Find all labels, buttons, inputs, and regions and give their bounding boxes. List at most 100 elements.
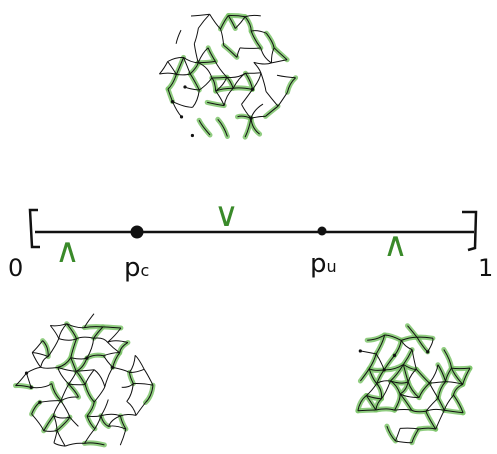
pu-label: pu (310, 249, 337, 279)
edge (121, 414, 137, 415)
edge (277, 75, 296, 77)
edge (127, 401, 136, 415)
edge (271, 48, 274, 63)
edge (95, 416, 101, 429)
vertex (171, 100, 174, 103)
edge (190, 74, 199, 90)
left-bracket (30, 210, 40, 247)
edge (44, 416, 54, 431)
edge (85, 370, 94, 385)
edge (32, 353, 41, 368)
vertex (85, 356, 88, 359)
edge (113, 367, 130, 372)
wedge-mark: ∧ (55, 231, 80, 271)
edge (94, 387, 105, 402)
edge (41, 367, 58, 368)
edge (70, 417, 79, 426)
edge (103, 356, 112, 368)
edge (54, 416, 58, 431)
edge (395, 410, 412, 411)
edge (120, 429, 126, 445)
edge (65, 443, 84, 446)
pc-label: pc (124, 253, 149, 283)
edge (376, 354, 384, 370)
edge (261, 73, 266, 92)
vertex (38, 401, 41, 404)
pu-point (318, 227, 327, 236)
edge (31, 384, 52, 388)
edge (57, 417, 70, 430)
edge (130, 355, 136, 372)
vertex (383, 368, 386, 371)
diagram: 0 1 pc pu ∧ ∨ ∧ (0, 0, 497, 454)
open-edge (438, 382, 446, 399)
edge (436, 410, 445, 429)
edge (366, 384, 376, 396)
edge (224, 45, 237, 57)
edge (101, 400, 108, 416)
pc-subscript: c (141, 261, 150, 280)
edge (32, 414, 44, 431)
edge (40, 401, 61, 403)
edge (266, 106, 279, 116)
edge (50, 324, 66, 326)
edge (261, 48, 272, 63)
edge (191, 14, 210, 16)
edge (272, 60, 288, 63)
open-edge (76, 358, 87, 371)
edge (105, 367, 113, 387)
edge (176, 30, 181, 44)
edge (396, 428, 401, 441)
edge (87, 416, 101, 417)
open-edge (146, 385, 154, 402)
edge (61, 397, 79, 401)
pc-point (131, 226, 144, 239)
vertex (249, 117, 252, 120)
edge (360, 351, 376, 354)
edge (173, 102, 193, 108)
edge (198, 14, 209, 28)
edge (193, 90, 200, 107)
edge (274, 48, 287, 60)
edge (416, 369, 429, 383)
edge (32, 341, 42, 353)
edge (136, 403, 145, 416)
open-edge (52, 384, 61, 401)
end-label: 1 (478, 254, 493, 282)
edge (396, 441, 413, 443)
edge (77, 337, 94, 339)
edge (429, 365, 438, 383)
edge (253, 73, 261, 90)
edge (69, 371, 77, 384)
edge (69, 384, 85, 385)
edge (278, 92, 287, 106)
edge (135, 355, 144, 369)
edge (245, 15, 261, 16)
start-label: 0 (8, 254, 23, 282)
open-edge (101, 416, 109, 427)
vertex (191, 134, 194, 137)
edge (144, 369, 153, 385)
edge (452, 368, 471, 369)
pc-symbol: p (124, 253, 141, 283)
edge (194, 44, 198, 63)
edge (426, 409, 444, 411)
edge (254, 62, 272, 64)
open-edge (287, 78, 295, 93)
vertex (30, 386, 33, 389)
vertex (251, 88, 254, 91)
vertex (183, 85, 186, 88)
edge (242, 89, 253, 104)
edge (168, 62, 177, 75)
edge (159, 62, 167, 75)
edge (240, 48, 261, 49)
edge (101, 414, 121, 416)
edge (94, 370, 105, 387)
wedge-mark: ∧ (383, 225, 408, 265)
edge (444, 395, 453, 410)
edge (266, 91, 278, 106)
edge (108, 342, 120, 353)
edge (48, 339, 59, 357)
pu-subscript: u (327, 257, 337, 276)
edge (412, 350, 416, 370)
